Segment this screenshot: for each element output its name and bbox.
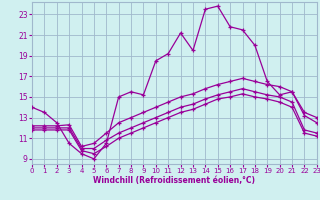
X-axis label: Windchill (Refroidissement éolien,°C): Windchill (Refroidissement éolien,°C) xyxy=(93,176,255,185)
